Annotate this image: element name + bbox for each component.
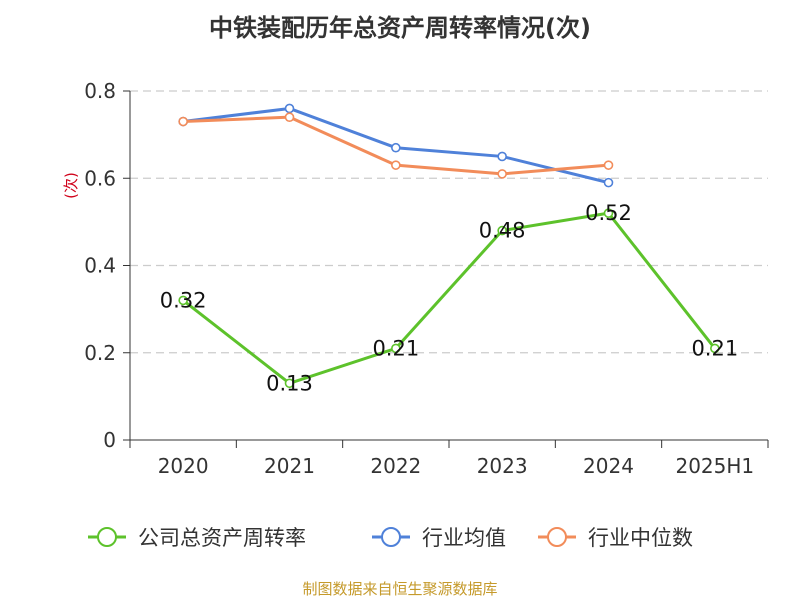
data-point (284, 112, 295, 122)
data-point (497, 225, 507, 236)
series-layer (178, 103, 720, 389)
data-label: 0.13 (266, 371, 313, 395)
legend-marker (97, 527, 117, 547)
x-tick-label: 2024 (583, 454, 634, 478)
data-point (497, 151, 507, 162)
x-tick-label: 2022 (370, 454, 421, 478)
data-point (710, 343, 720, 354)
data-label: 0.48 (479, 219, 526, 243)
y-tick-label: 0.2 (84, 341, 116, 365)
data-point (603, 208, 614, 218)
legend-label: 行业中位数 (588, 526, 693, 550)
y-axis-label: (次) (62, 172, 80, 199)
data-label: 0.21 (691, 336, 738, 360)
data-point (497, 169, 507, 179)
series-line-0 (182, 211, 717, 385)
x-tick-label: 2023 (477, 454, 528, 478)
legend-marker (381, 527, 401, 547)
chart-title: 中铁装配历年总资产周转率情况(次) (209, 14, 591, 42)
legend-label: 行业均值 (422, 526, 506, 550)
data-point (178, 295, 188, 306)
data-point (603, 177, 614, 188)
legend-marker (547, 527, 567, 547)
y-tick-label: 0.8 (84, 79, 116, 103)
x-tick-label: 2025H1 (675, 454, 754, 478)
legend: 公司总资产周转率 行业均值 行业中位数 (88, 526, 693, 550)
axes: 0 0.2 0.4 0.6 0.8 2020 2021 2022 2023 2024 2025H1 (… (62, 79, 769, 478)
data-point (603, 160, 614, 170)
data-point (391, 343, 401, 354)
data-label: 0.21 (372, 336, 419, 360)
data-point (178, 116, 188, 127)
source-note: 制图数据来自恒生聚源数据库 (302, 580, 498, 598)
gridlines (130, 90, 768, 354)
y-tick-label: 0.6 (84, 166, 116, 190)
data-point (391, 160, 401, 170)
data-point (284, 103, 295, 114)
x-tick-label: 2021 (264, 454, 315, 478)
data-point (391, 142, 401, 153)
data-label: 0.52 (585, 201, 632, 225)
data-label: 0.32 (160, 288, 207, 312)
x-tick-label: 2020 (158, 454, 209, 478)
y-tick-label: 0.4 (84, 254, 116, 278)
data-labels: 0.32 0.13 0.21 0.48 0.52 0.21 (160, 201, 738, 395)
data-point (284, 378, 295, 389)
legend-label: 公司总资产周转率 (138, 526, 306, 550)
y-tick-label: 0 (103, 428, 116, 452)
